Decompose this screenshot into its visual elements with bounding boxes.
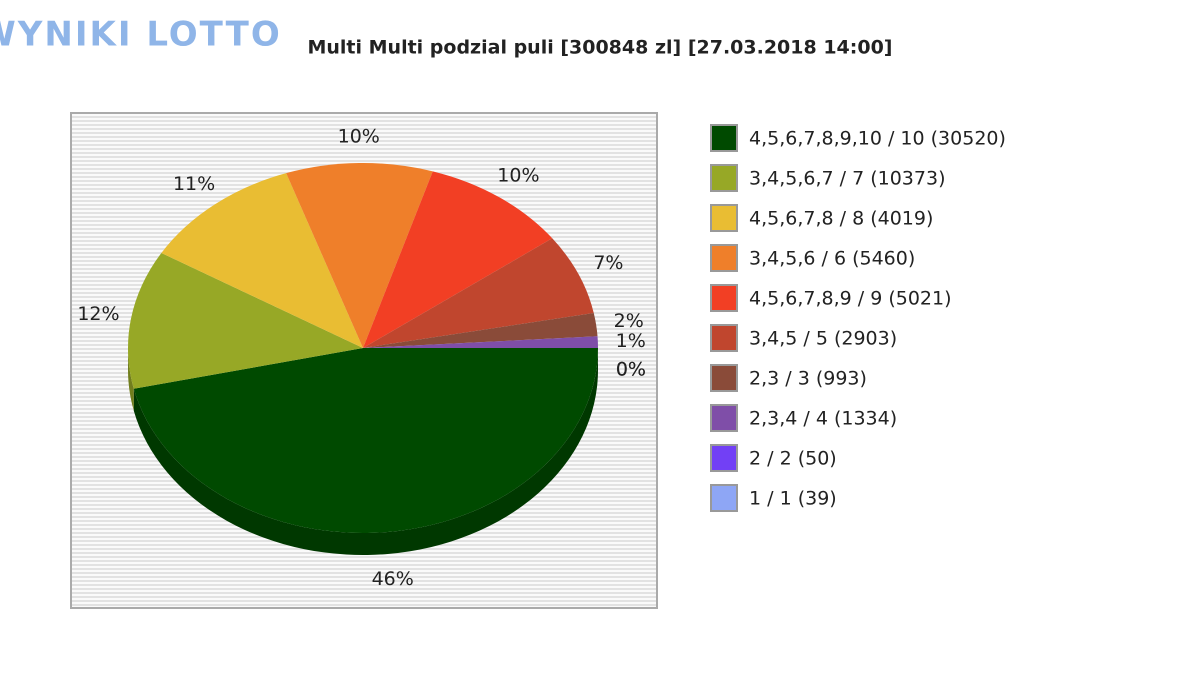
legend-swatch [710, 364, 738, 392]
legend-label: 2,3,4 / 4 (1334) [749, 408, 897, 430]
data-label: 10% [497, 165, 539, 187]
data-label: 0% [616, 359, 646, 381]
legend-swatch [710, 164, 738, 192]
data-label: 11% [173, 173, 215, 195]
chart-title: Multi Multi podzial puli [300848 zl] [27… [307, 37, 892, 59]
legend-label: 2,3 / 3 (993) [749, 368, 867, 390]
data-label: 46% [372, 568, 414, 590]
legend-swatch [710, 444, 738, 472]
data-label: 10% [338, 126, 380, 148]
legend-swatch [710, 284, 738, 312]
legend-label: 4,5,6,7,8,9 / 9 (5021) [749, 288, 952, 310]
slice [363, 238, 594, 348]
slice [363, 336, 598, 348]
legend-swatch [710, 204, 738, 232]
legend-label: 3,4,5,6,7 / 7 (10373) [749, 168, 945, 190]
legend-swatch [710, 124, 738, 152]
slice [363, 171, 553, 348]
legend-swatch [710, 324, 738, 352]
data-label: 1% [616, 330, 646, 352]
legend-label: 3,4,5 / 5 (2903) [749, 328, 897, 350]
slice-side [128, 348, 134, 411]
legend-label: 1 / 1 (39) [749, 488, 837, 510]
data-label: 2% [614, 310, 644, 332]
legend-label: 2 / 2 (50) [749, 448, 837, 470]
legend-label: 4,5,6,7,8,9,10 / 10 (30520) [749, 128, 1006, 150]
slice [363, 312, 598, 348]
slice [128, 252, 363, 389]
data-label: 0% [616, 359, 646, 381]
slice [286, 163, 433, 348]
slice [161, 173, 363, 348]
legend-label: 3,4,5,6 / 6 (5460) [749, 248, 915, 270]
legend-label: 4,5,6,7,8 / 8 (4019) [749, 208, 933, 230]
logo: WYNIKI LOTTO [0, 15, 282, 55]
legend-swatch [710, 484, 738, 512]
data-label: 12% [77, 303, 119, 325]
legend-swatch [710, 244, 738, 272]
data-label: 7% [593, 252, 623, 274]
slice [133, 348, 599, 533]
legend-swatch [710, 404, 738, 432]
